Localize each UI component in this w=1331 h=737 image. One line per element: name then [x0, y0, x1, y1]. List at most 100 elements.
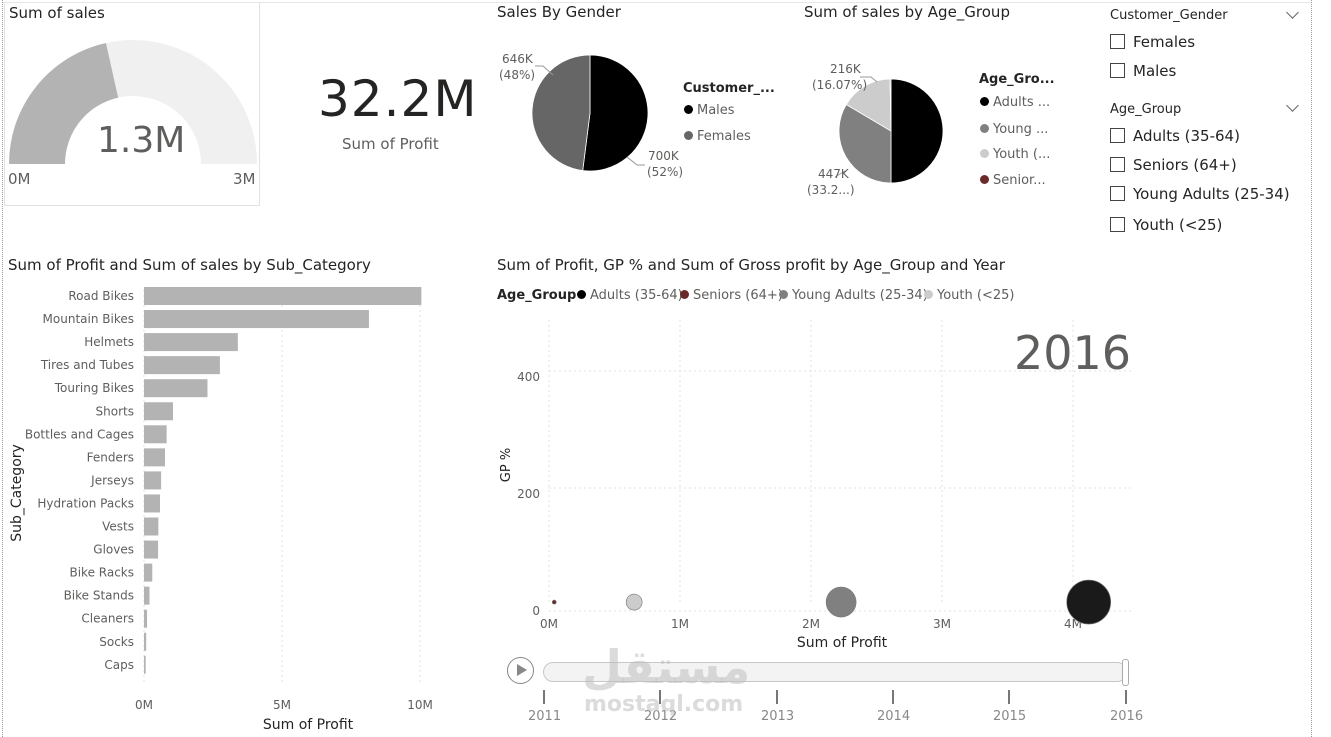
- x-axis-title: Sum of Profit: [797, 635, 888, 651]
- scatter-legend-item-adults[interactable]: Adults (35-64): [577, 288, 683, 303]
- category-label: Helmets: [84, 335, 134, 349]
- slicer-option-seniors[interactable]: Seniors (64+): [1110, 156, 1237, 174]
- legend-dot-icon: [980, 175, 989, 184]
- legend-dot-icon: [924, 290, 933, 299]
- year-label-2016[interactable]: 2016: [1110, 709, 1144, 724]
- leader-line: [626, 156, 645, 166]
- category-label: Road Bikes: [68, 289, 134, 303]
- y-axis-title: Sub_Category: [9, 444, 25, 542]
- slicer-option-males[interactable]: Males: [1110, 62, 1176, 80]
- year-label-2013[interactable]: 2013: [761, 709, 795, 724]
- year-tick: [776, 690, 778, 704]
- gender-males-value: 700K: [648, 149, 679, 163]
- age-youth-value: 216K: [830, 62, 861, 76]
- slicer-option-label: Males: [1133, 62, 1177, 80]
- gender-females-pct: (48%): [499, 68, 536, 82]
- scatter-point: [1066, 579, 1112, 625]
- play-icon[interactable]: [507, 657, 534, 684]
- gauge-title: Sum of sales: [9, 4, 105, 22]
- bar: [144, 586, 150, 605]
- bar: [144, 632, 147, 651]
- category-label: Fenders: [87, 450, 134, 464]
- year-label-2011[interactable]: 2011: [528, 709, 562, 724]
- age-legend-item-young[interactable]: Young ...: [980, 122, 1048, 137]
- pie-slice-adults: [890, 78, 944, 184]
- age-slicer-title: Age_Group: [1110, 102, 1182, 117]
- scatter-point: [825, 586, 857, 618]
- scatter-legend-item-seniors[interactable]: Seniors (64+): [680, 288, 783, 303]
- bar: [144, 310, 369, 329]
- year-label-2012[interactable]: 2012: [644, 709, 678, 724]
- kpi-value: 32.2M: [318, 70, 478, 128]
- bar: [144, 402, 173, 421]
- gender-pie-chart[interactable]: [495, 35, 755, 185]
- checkbox-icon[interactable]: [1110, 157, 1125, 172]
- age-legend-item-seniors[interactable]: Senior...: [980, 173, 1046, 188]
- age-young-value: 447K: [818, 167, 849, 181]
- bar: [144, 287, 422, 305]
- category-label: Gloves: [93, 543, 134, 557]
- x-axis-title: Sum of Profit: [263, 717, 354, 733]
- slicer-option-adults[interactable]: Adults (35-64): [1110, 127, 1240, 145]
- age-youth-pct: (16.07%): [812, 78, 868, 92]
- leader-line: [860, 76, 878, 83]
- slicer-option-youth[interactable]: Youth (<25): [1110, 216, 1222, 234]
- bar: [144, 609, 148, 628]
- gauge-visual[interactable]: Sum of sales 1.3M 0M 3M: [4, 2, 260, 206]
- age-legend-item-youth[interactable]: Youth (...: [980, 147, 1050, 162]
- age-legend-item-adults[interactable]: Adults ...: [980, 95, 1050, 110]
- x-tick-label: 2M: [802, 617, 820, 631]
- scatter-legend-item-youth[interactable]: Youth (<25): [924, 288, 1014, 303]
- bar: [144, 540, 159, 559]
- slicer-option-females[interactable]: Females: [1110, 33, 1195, 51]
- scatter-legend-label: Adults (35-64): [590, 288, 683, 303]
- gauge-min-label: 0M: [8, 170, 31, 188]
- checkbox-icon[interactable]: [1110, 34, 1125, 49]
- gender-legend-item-males[interactable]: Males: [684, 103, 735, 118]
- scatter-legend-item-young[interactable]: Young Adults (25-34): [779, 288, 928, 303]
- play-axis-handle[interactable]: [1122, 659, 1129, 686]
- watermark-logo: مستقل: [582, 640, 751, 694]
- checkbox-icon[interactable]: [1110, 63, 1125, 78]
- age-pie-chart[interactable]: [805, 55, 975, 205]
- bar-chart[interactable]: 0M 5M 10M Road Bikes Mountain Bikes Helmets Ti…: [0, 285, 470, 735]
- year-label-2014[interactable]: 2014: [877, 709, 911, 724]
- category-label: Caps: [104, 658, 134, 672]
- legend-dot-icon: [684, 105, 693, 114]
- gender-legend-label: Males: [697, 103, 735, 118]
- gauge-chart: [9, 39, 257, 164]
- scatter-year-label: 2016: [1014, 326, 1132, 380]
- checkbox-icon[interactable]: [1110, 186, 1125, 201]
- legend-dot-icon: [980, 124, 989, 133]
- year-tick: [543, 690, 545, 704]
- category-label: Socks: [99, 635, 134, 649]
- leader-line: [834, 170, 846, 178]
- age-legend-label: Young ...: [993, 122, 1049, 137]
- checkbox-icon[interactable]: [1110, 217, 1125, 232]
- gender-males-pct: (52%): [647, 165, 684, 179]
- gender-legend-title: Customer_...: [683, 81, 775, 96]
- scatter-legend-label: Young Adults (25-34): [792, 288, 928, 303]
- y-tick-label: 400: [517, 370, 540, 384]
- category-label: Jerseys: [90, 473, 134, 487]
- x-tick-label: 0M: [540, 617, 558, 631]
- slicer-option-young-adults[interactable]: Young Adults (25-34): [1110, 185, 1290, 203]
- checkbox-icon[interactable]: [1110, 128, 1125, 143]
- year-tick: [659, 690, 661, 704]
- year-label-2015[interactable]: 2015: [993, 709, 1027, 724]
- chevron-down-icon[interactable]: [1286, 6, 1299, 19]
- scatter-title: Sum of Profit, GP % and Sum of Gross pro…: [497, 256, 1005, 274]
- pie-slice-youth: [845, 78, 892, 132]
- chevron-down-icon[interactable]: [1286, 99, 1299, 112]
- age-legend-title: Age_Gro...: [979, 72, 1055, 87]
- slicer-option-label: Seniors (64+): [1133, 156, 1237, 174]
- pie-slice-young: [838, 103, 892, 184]
- slicer-option-label: Youth (<25): [1133, 216, 1223, 234]
- gender-legend-item-females[interactable]: Females: [684, 129, 751, 144]
- pie-slice-seniors: [889, 78, 892, 132]
- bar: [144, 494, 161, 513]
- age-young-pct: (33.2...): [807, 183, 855, 197]
- category-label: Bottles and Cages: [25, 427, 134, 441]
- category-label: Mountain Bikes: [43, 312, 134, 326]
